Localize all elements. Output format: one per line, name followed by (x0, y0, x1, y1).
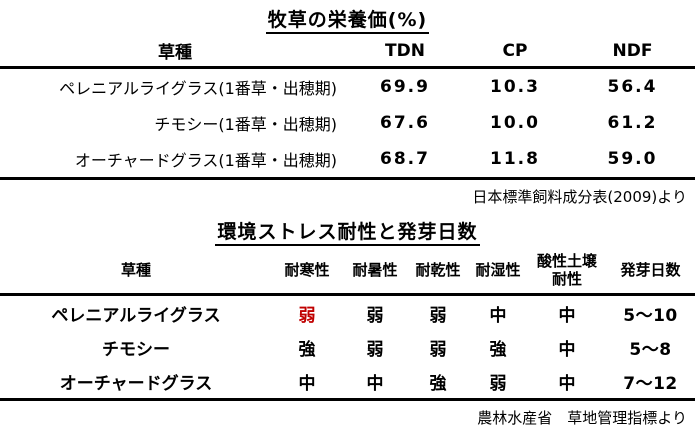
acid-soil-tolerance-value: 中 (558, 305, 576, 326)
drought-tolerance-value: 弱 (429, 305, 447, 326)
grass-name: ペレニアルライグラス (51, 305, 221, 326)
moisture-tolerance-value: 弱 (489, 373, 507, 394)
table2-source: 農林水産省 草地管理指標より (477, 409, 687, 427)
table-row: オーチャードグラス(1番草・出穂期) 68.7 11.8 59.0 (0, 141, 695, 177)
table2-col-heat: 耐暑性 (352, 261, 398, 279)
germination-days-value: 5〜10 (623, 305, 678, 326)
table-row: ペレニアルライグラス(1番草・出穂期) 69.9 10.3 56.4 (0, 69, 695, 105)
table2-col-drought: 耐乾性 (415, 261, 461, 279)
grass-name: オーチャードグラス(1番草・出穂期) (74, 151, 337, 170)
cold-tolerance-value: 強 (298, 339, 316, 360)
ndf-value: 56.4 (607, 77, 658, 97)
grass-name: チモシー (102, 339, 170, 360)
table1-source: 日本標準飼料成分表(2009)より (472, 188, 687, 206)
drought-tolerance-value: 強 (429, 373, 447, 394)
cp-value: 10.0 (490, 113, 540, 133)
cold-tolerance-value: 中 (298, 373, 316, 394)
table2-bottom-rule (0, 398, 695, 401)
table-row: チモシー 強 弱 弱 強 中 5〜8 (0, 330, 695, 364)
tdn-value: 69.9 (380, 77, 430, 97)
table1-col-cp: CP (502, 40, 528, 61)
ndf-value: 59.0 (607, 149, 658, 169)
grass-name: ペレニアルライグラス(1番草・出穂期) (59, 79, 337, 98)
table2-top-rule (0, 293, 695, 296)
germination-days-value: 5〜8 (629, 339, 672, 360)
heat-tolerance-value: 弱 (366, 305, 384, 326)
table2-header-row: 草種 耐寒性 耐暑性 耐乾性 耐湿性 酸性土壌耐性 発芽日数 (0, 247, 695, 293)
table1-col-tdn: TDN (385, 40, 425, 61)
grass-name: チモシー(1番草・出穂期) (154, 115, 337, 134)
drought-tolerance-value: 弱 (429, 339, 447, 360)
table1-title: 牧草の栄養価(%) (265, 9, 430, 34)
heat-tolerance-value: 弱 (366, 339, 384, 360)
table-row: チモシー(1番草・出穂期) 67.6 10.0 61.2 (0, 105, 695, 141)
germination-days-value: 7〜12 (623, 373, 678, 394)
tdn-value: 68.7 (380, 149, 430, 169)
table1-bottom-rule (0, 177, 695, 180)
table1-col-ndf: NDF (612, 40, 653, 61)
table1-top-rule (0, 66, 695, 69)
acid-soil-tolerance-value: 中 (558, 373, 576, 394)
heat-tolerance-value: 中 (366, 373, 384, 394)
grass-name: オーチャードグラス (59, 373, 213, 394)
ndf-value: 61.2 (607, 113, 658, 133)
table1-header-row: 草種 TDN CP NDF (0, 35, 695, 66)
moisture-tolerance-value: 強 (489, 339, 507, 360)
acid-soil-tolerance-value: 中 (558, 339, 576, 360)
table2-col-cold: 耐寒性 (284, 261, 330, 279)
table2-col-grass: 草種 (120, 261, 151, 279)
table1-title-row: 牧草の栄養価(%) (0, 0, 695, 35)
table2-title-row: 環境ストレス耐性と発芽日数 (0, 210, 695, 247)
table-row: オーチャードグラス 中 中 強 弱 中 7〜12 (0, 364, 695, 398)
table2-col-moisture: 耐湿性 (475, 261, 521, 279)
table2-title: 環境ストレス耐性と発芽日数 (215, 221, 480, 246)
cp-value: 10.3 (490, 77, 540, 97)
moisture-tolerance-value: 中 (489, 305, 507, 326)
table2-col-acid-soil: 酸性土壌耐性 (536, 252, 597, 288)
table-row: ペレニアルライグラス 弱 弱 弱 中 中 5〜10 (0, 296, 695, 330)
cp-value: 11.8 (490, 149, 540, 169)
table2-col-germination: 発芽日数 (620, 261, 681, 279)
tdn-value: 67.6 (380, 113, 430, 133)
cold-tolerance-value: 弱 (298, 305, 316, 326)
table1-col-grass: 草種 (158, 43, 192, 63)
